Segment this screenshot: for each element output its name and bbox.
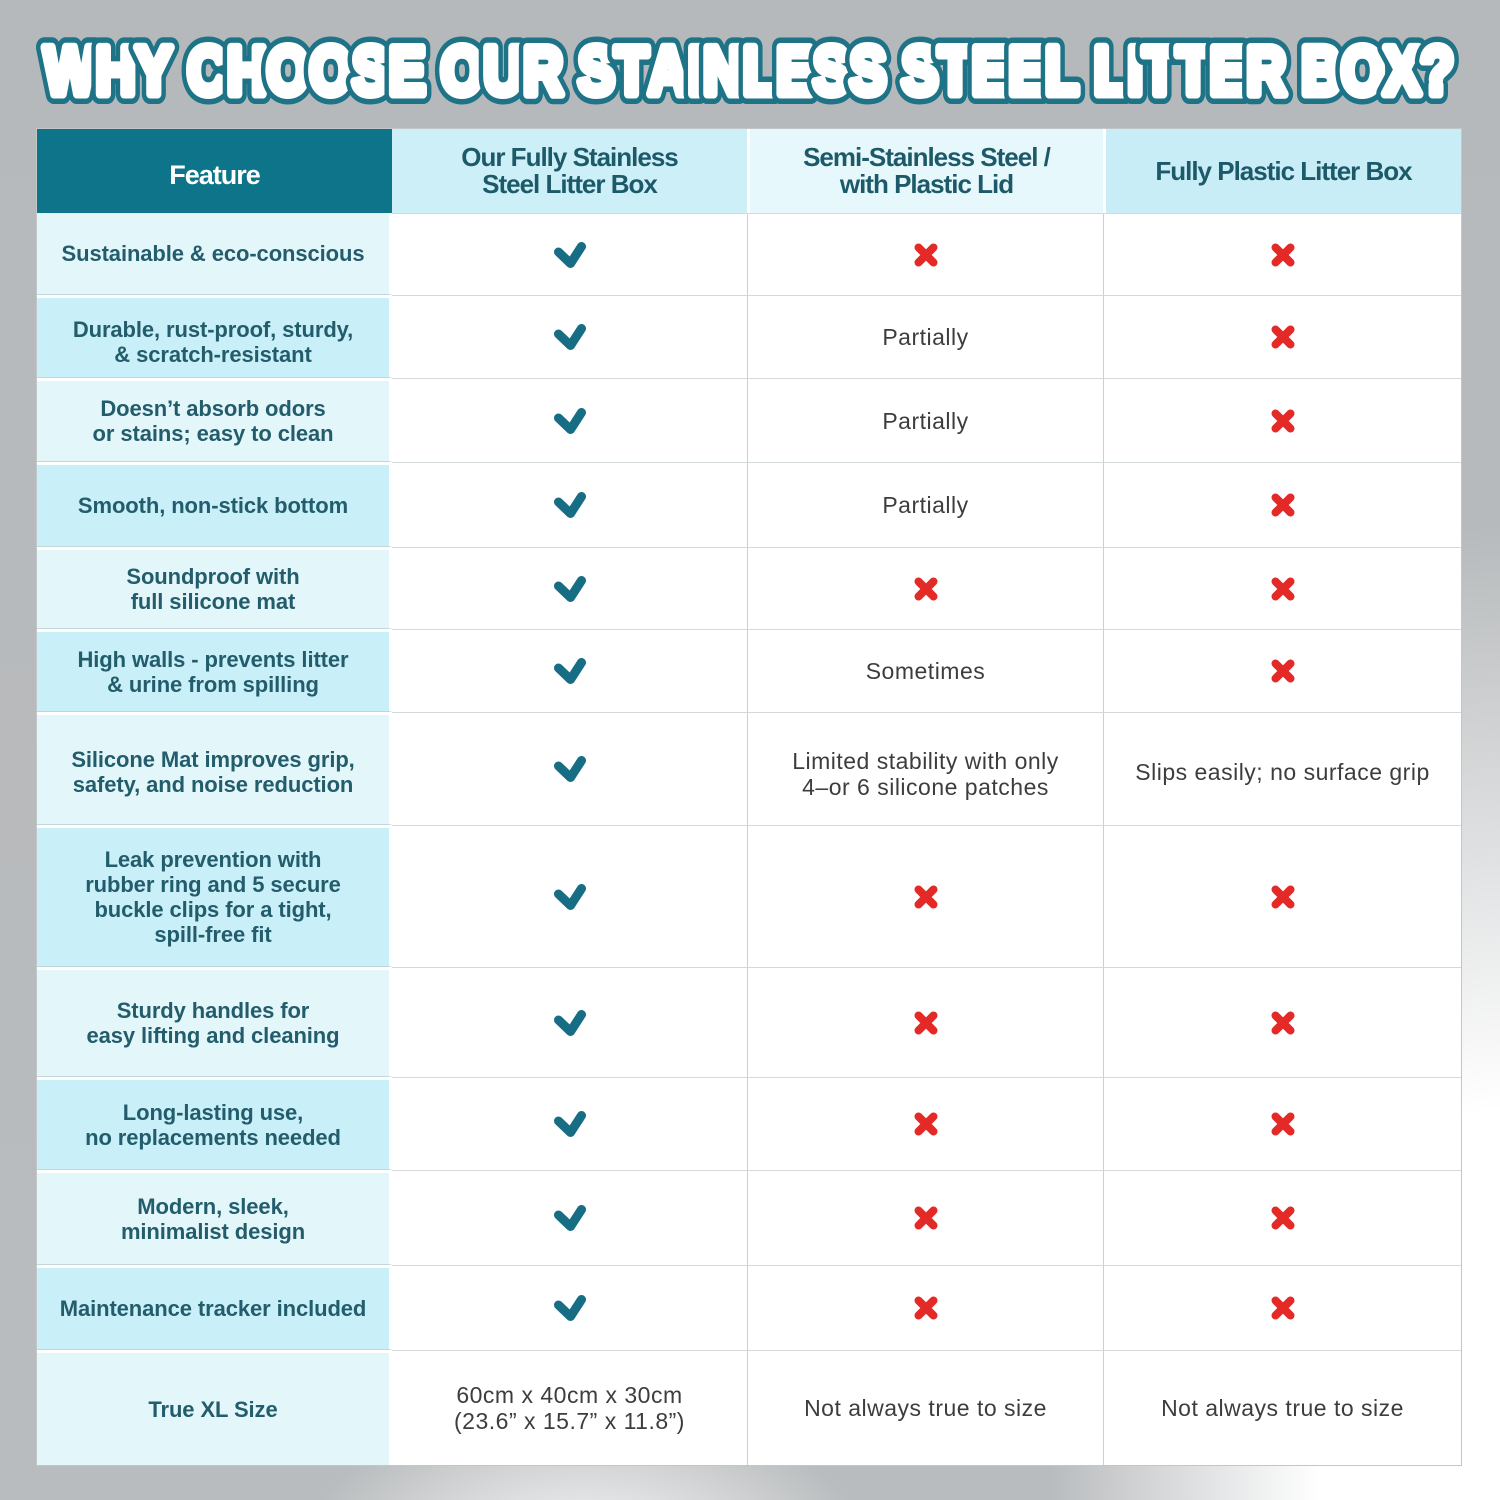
svg-text:R: R: [1247, 33, 1287, 109]
svg-text:O: O: [267, 33, 310, 109]
svg-text:O: O: [310, 33, 353, 109]
svg-text:?: ?: [1420, 33, 1454, 109]
svg-text:E: E: [972, 33, 1009, 109]
svg-text:N: N: [703, 33, 743, 109]
svg-text:S: S: [902, 33, 939, 109]
svg-text:S: S: [578, 33, 615, 109]
svg-text:S: S: [813, 33, 850, 109]
svg-text:B: B: [1301, 33, 1341, 109]
svg-text:I: I: [688, 33, 703, 109]
svg-text:T: T: [1176, 33, 1210, 109]
svg-text:O: O: [1341, 33, 1384, 109]
svg-text:L: L: [743, 33, 777, 109]
svg-text:H: H: [227, 33, 267, 109]
svg-text:C: C: [187, 33, 227, 109]
svg-text:L: L: [1045, 33, 1079, 109]
svg-text:S: S: [352, 33, 389, 109]
svg-text:W: W: [44, 33, 96, 109]
svg-text:I: I: [1128, 33, 1143, 109]
svg-text:E: E: [776, 33, 813, 109]
svg-text:W: W: [44, 33, 96, 109]
svg-text:E: E: [1210, 33, 1247, 109]
svg-text:O: O: [267, 33, 310, 109]
svg-text:T: T: [615, 33, 649, 109]
svg-text:E: E: [1009, 33, 1046, 109]
svg-text:R: R: [523, 33, 563, 109]
svg-text:A: A: [648, 33, 688, 109]
svg-text:O: O: [1341, 33, 1384, 109]
svg-text:T: T: [938, 33, 972, 109]
svg-text:X: X: [1384, 33, 1421, 109]
svg-text:Y: Y: [136, 33, 173, 109]
svg-text:E: E: [389, 33, 426, 109]
svg-text:O: O: [441, 33, 484, 109]
svg-text:O: O: [310, 33, 353, 109]
svg-text:O: O: [441, 33, 484, 109]
svg-text:T: T: [1143, 33, 1177, 109]
svg-text:H: H: [96, 33, 136, 109]
svg-text:L: L: [1094, 33, 1128, 109]
svg-text:S: S: [850, 33, 887, 109]
svg-text:U: U: [484, 33, 524, 109]
